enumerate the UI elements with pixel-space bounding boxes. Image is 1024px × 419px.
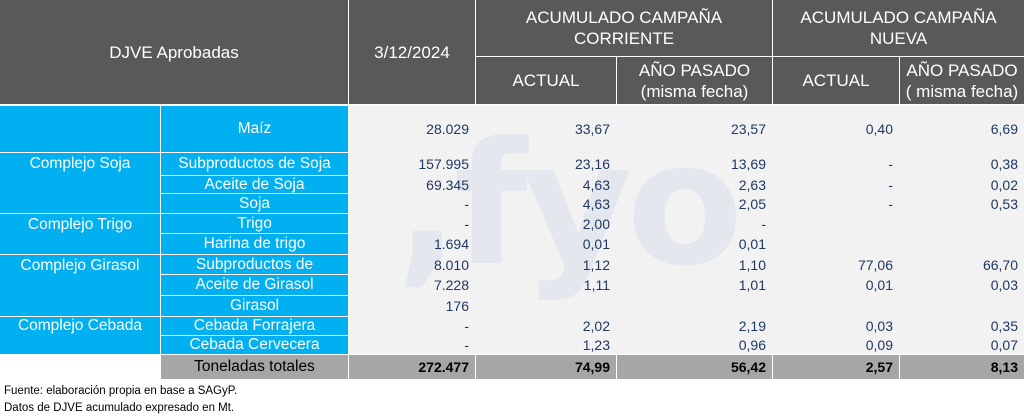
- header-cur-prev-line1: AÑO PASADO: [638, 60, 751, 80]
- cell-cur-actual: 33,67: [574, 121, 610, 137]
- cell-djve: 8.010: [433, 256, 469, 273]
- cell-new-actual: 0,03: [865, 318, 893, 334]
- totals-new-actual: 2,57: [773, 355, 899, 379]
- footnote-source: Fuente: elaboración propia en base a SAG…: [4, 385, 238, 397]
- cell-new-prev: 0,07: [990, 337, 1018, 353]
- header-new-prev: AÑO PASADO ( misma fecha): [900, 57, 1024, 104]
- cell-cur-actual: 1,12: [582, 256, 610, 273]
- header-group-nueva: ACUMULADO CAMPAÑA NUEVA: [773, 0, 1024, 56]
- cell-djve: 69.345: [426, 176, 469, 193]
- cell-djve: -: [464, 215, 469, 232]
- product-label: Aceite de Girasol: [161, 275, 348, 295]
- header-cur-actual: ACTUAL: [476, 57, 616, 104]
- cell-cur-prev: 2,05: [738, 195, 766, 212]
- product-label: Harina de trigo: [161, 234, 348, 254]
- cell-djve: -: [464, 318, 469, 334]
- group-cell-empty: [0, 106, 160, 152]
- product-label: Subproductos de: [161, 255, 348, 274]
- cell-cur-actual: 23,16: [574, 156, 610, 172]
- group-trigo: Complejo Trigo: [0, 214, 160, 254]
- cell-new-actual: 0,09: [865, 337, 893, 353]
- header-cur-prev-line2: (misma fecha): [640, 81, 749, 101]
- totals-spacer: [0, 355, 160, 379]
- header-new-prev-line1: AÑO PASADO: [906, 60, 1018, 80]
- cell-new-prev: [900, 296, 1024, 316]
- cell-djve: 28.029: [426, 121, 469, 137]
- cell-new-prev: 0,38: [990, 156, 1018, 172]
- cell-new-prev: 0,53: [990, 195, 1018, 212]
- cell-new-actual: [773, 234, 899, 254]
- cell-cur-prev: 1,10: [738, 256, 766, 273]
- cell-new-actual: 77,06: [857, 256, 893, 273]
- cell-cur-prev: 1,01: [738, 277, 766, 293]
- product-label: Aceite de Soja: [161, 176, 348, 193]
- cell-new-prev: [900, 234, 1024, 254]
- cell-new-actual: 0,01: [865, 277, 893, 293]
- cell-new-prev: 66,70: [982, 256, 1018, 273]
- data-background: [349, 106, 1024, 354]
- data-rows: Maíz 28.029 33,67 23,57 0,40 6,69 Subproductos…: [161, 106, 1024, 354]
- cell-cur-actual: 2,00: [582, 215, 610, 232]
- totals-new-prev: 8,13: [900, 355, 1024, 379]
- cell-new-prev: 0,03: [990, 277, 1018, 293]
- cell-cur-actual: [476, 296, 616, 316]
- footnote-units: Datos de DJVE acumulado expresado en Mt.: [4, 402, 235, 414]
- cell-djve: 1.694: [433, 236, 469, 252]
- cell-new-prev: 0,35: [990, 318, 1018, 334]
- cell-djve: 157.995: [418, 156, 469, 172]
- cell-new-prev: [900, 214, 1024, 233]
- totals-label: Toneladas totales: [161, 355, 348, 379]
- cell-new-actual: -: [888, 176, 893, 193]
- cell-new-actual: [773, 214, 899, 233]
- fyo-watermark: ,fyo: [395, 106, 743, 304]
- header-group-corriente: ACUMULADO CAMPAÑA CORRIENTE: [476, 0, 772, 56]
- cell-cur-actual: 2,02: [582, 318, 610, 334]
- cell-cur-actual: 4,63: [582, 195, 610, 212]
- cell-cur-prev: 2,19: [738, 318, 766, 334]
- cell-cur-actual: 4,63: [582, 176, 610, 193]
- cell-new-prev: 6,69: [990, 121, 1018, 137]
- product-label: Trigo: [161, 214, 348, 233]
- header-new-prev-line2: ( misma fecha): [905, 81, 1019, 101]
- cell-djve: -: [464, 337, 469, 353]
- product-label: Soja: [161, 194, 348, 213]
- group-cebada: Complejo Cebada: [0, 317, 160, 354]
- cell-djve: 176: [445, 298, 469, 314]
- cell-cur-prev: [617, 296, 772, 316]
- cell-cur-prev: 0,01: [738, 236, 766, 252]
- cell-djve: 7.228: [433, 277, 469, 293]
- cell-cur-prev: 13,69: [730, 156, 766, 172]
- cell-new-actual: -: [888, 156, 893, 172]
- cell-djve: -: [464, 195, 469, 212]
- cell-new-prev: 0,02: [990, 176, 1018, 193]
- cell-cur-prev: 2,63: [738, 176, 766, 193]
- product-label: Cebada Cervecera: [161, 336, 348, 354]
- group-girasol: Complejo Girasol: [0, 255, 160, 316]
- cell-cur-prev: -: [761, 215, 766, 232]
- cell-new-actual: 0,40: [865, 121, 893, 137]
- cell-cur-prev: 23,57: [730, 121, 766, 137]
- totals-djve: 272.477: [349, 355, 475, 379]
- group-soja: Complejo Soja: [0, 153, 160, 213]
- header-new-actual: ACTUAL: [773, 57, 899, 104]
- product-label: Subproductos de Soja: [161, 153, 348, 175]
- cell-cur-prev: 0,96: [738, 337, 766, 353]
- totals-cur-prev: 56,42: [617, 355, 772, 379]
- cell-cur-actual: 1,11: [583, 277, 610, 293]
- cell-cur-actual: 1,23: [582, 337, 610, 353]
- product-label: Maíz: [161, 106, 348, 152]
- header-cur-prev: AÑO PASADO (misma fecha): [617, 57, 772, 104]
- cell-new-actual: -: [888, 195, 893, 212]
- header-date: 3/12/2024: [349, 0, 475, 104]
- totals-cur-actual: 74,99: [476, 355, 616, 379]
- cell-cur-actual: 0,01: [582, 236, 610, 252]
- product-label: Girasol: [161, 296, 348, 316]
- cell-new-actual: [773, 296, 899, 316]
- header-title: DJVE Aprobadas: [0, 0, 348, 104]
- product-label: Cebada Forrajera: [161, 317, 348, 335]
